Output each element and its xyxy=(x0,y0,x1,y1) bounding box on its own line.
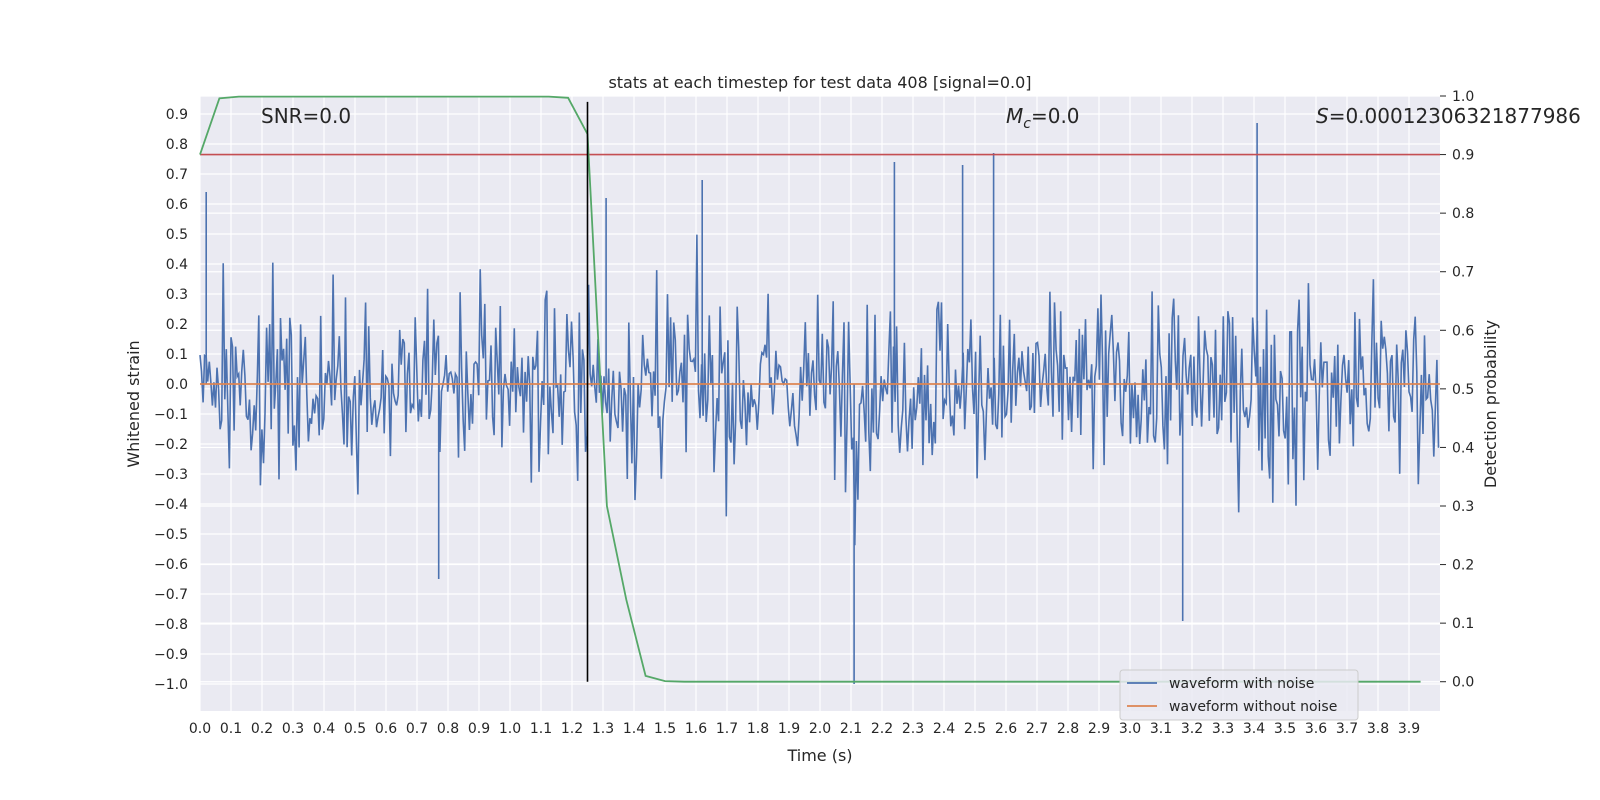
x-tick-label: 1.0 xyxy=(499,721,521,737)
legend-label-clean: waveform without noise xyxy=(1169,699,1337,715)
y-right-tick-label: 0.9 xyxy=(1452,148,1474,164)
y-left-tick-label: 0.5 xyxy=(166,227,188,243)
x-tick-label: 0.0 xyxy=(189,721,211,737)
chirp-mass-subscript: c xyxy=(1023,116,1031,132)
y-left-tick-label: −0.3 xyxy=(154,467,188,483)
s-value: =0.00012306321877986 xyxy=(1329,104,1581,128)
series-waveform-with-noise xyxy=(199,123,1440,684)
chart-title: stats at each timestep for test data 408… xyxy=(608,73,1031,92)
y-right-tick-label: 0.0 xyxy=(1452,675,1474,691)
chirp-mass-annotation: Mc=0.0 xyxy=(1006,104,1080,132)
x-tick-label: 0.2 xyxy=(251,721,273,737)
legend-box xyxy=(1119,669,1359,721)
y-right-tick-label: 0.8 xyxy=(1452,206,1474,222)
x-tick-label: 3.5 xyxy=(1274,721,1296,737)
x-tick-label: 1.2 xyxy=(561,721,583,737)
y-left-tick-label: 0.2 xyxy=(166,317,188,333)
x-tick-label: 1.9 xyxy=(778,721,800,737)
x-tick-label: 2.8 xyxy=(1057,721,1079,737)
x-tick-label: 3.2 xyxy=(1181,721,1203,737)
y-right-tick-label: 1.0 xyxy=(1452,89,1474,105)
grid xyxy=(199,95,1440,711)
x-tick-label: 2.4 xyxy=(933,721,955,737)
x-axis-label: Time (s) xyxy=(786,746,852,765)
x-tick-label: 1.4 xyxy=(623,721,645,737)
y-axis-right-ticks: 1.0 0.9 0.8 0.7 0.6 0.5 0.4 0.3 0.2 0.1 0.0 xyxy=(1440,89,1474,691)
y-left-tick-label: −0.8 xyxy=(154,617,188,633)
y-right-tick-label: 0.1 xyxy=(1452,616,1474,632)
y-right-tick-label: 0.7 xyxy=(1452,265,1474,281)
legend-label-noise: waveform with noise xyxy=(1169,676,1314,692)
x-tick-label: 1.8 xyxy=(747,721,769,737)
x-tick-label: 3.1 xyxy=(1150,721,1172,737)
y-left-tick-label: 0.9 xyxy=(166,107,188,123)
y-left-tick-label: 0.1 xyxy=(166,347,188,363)
x-tick-label: 3.9 xyxy=(1398,721,1420,737)
x-tick-label: 1.5 xyxy=(654,721,676,737)
x-tick-label: 1.1 xyxy=(530,721,552,737)
x-tick-label: 3.0 xyxy=(1119,721,1141,737)
y-axis-right-label: Detection probability xyxy=(1481,320,1500,488)
y-left-tick-label: −0.6 xyxy=(154,557,188,573)
x-tick-label: 1.7 xyxy=(716,721,738,737)
y-axis-left-label: Whitened strain xyxy=(124,340,143,467)
x-tick-label: 0.7 xyxy=(406,721,428,737)
y-left-tick-label: −0.1 xyxy=(154,407,188,423)
x-tick-label: 0.8 xyxy=(437,721,459,737)
y-left-tick-label: 0.4 xyxy=(166,257,188,273)
x-tick-label: 3.6 xyxy=(1305,721,1327,737)
y-axis-left-ticks: 0.9 0.8 0.7 0.6 0.5 0.4 0.3 0.2 0.1 0.0 −0.1 −0.2 −0… xyxy=(154,107,188,693)
chirp-mass-symbol: M xyxy=(1006,104,1023,128)
x-tick-label: 1.3 xyxy=(592,721,614,737)
x-tick-label: 3.4 xyxy=(1243,721,1265,737)
snr-annotation: SNR=0.0 xyxy=(261,104,351,128)
y-left-tick-label: −0.5 xyxy=(154,527,188,543)
y-left-tick-label: −0.7 xyxy=(154,587,188,603)
y-right-tick-label: 0.6 xyxy=(1452,323,1474,339)
x-tick-label: 2.7 xyxy=(1026,721,1048,737)
x-axis-ticks: 0.0 0.1 0.2 0.3 0.4 0.5 0.6 0.7 0.8 0.9 1.0 1.1 1.2 1… xyxy=(189,721,1420,737)
x-tick-label: 2.3 xyxy=(902,721,924,737)
y-right-tick-label: 0.2 xyxy=(1452,558,1474,574)
x-tick-label: 2.1 xyxy=(840,721,862,737)
waveform-with-noise-line xyxy=(199,123,1440,684)
y-left-tick-label: −1.0 xyxy=(154,677,188,693)
y-left-tick-label: 0.6 xyxy=(166,197,188,213)
x-tick-label: 0.9 xyxy=(468,721,490,737)
y-left-tick-label: 0.0 xyxy=(166,377,188,393)
legend: waveform with noise waveform without noi… xyxy=(1119,669,1359,721)
x-tick-label: 2.2 xyxy=(871,721,893,737)
x-tick-label: 0.6 xyxy=(375,721,397,737)
x-tick-label: 0.1 xyxy=(220,721,242,737)
x-tick-label: 3.7 xyxy=(1336,721,1358,737)
x-tick-label: 0.3 xyxy=(282,721,304,737)
x-tick-label: 3.8 xyxy=(1367,721,1389,737)
y-left-tick-label: −0.9 xyxy=(154,647,188,663)
x-tick-label: 1.6 xyxy=(685,721,707,737)
x-tick-label: 2.6 xyxy=(995,721,1017,737)
y-left-tick-label: 0.8 xyxy=(166,137,188,153)
y-left-tick-label: 0.7 xyxy=(166,167,188,183)
y-left-tick-label: 0.3 xyxy=(166,287,188,303)
y-left-tick-label: −0.4 xyxy=(154,497,188,513)
y-left-tick-label: −0.2 xyxy=(154,437,188,453)
x-tick-label: 3.3 xyxy=(1212,721,1234,737)
x-tick-label: 2.9 xyxy=(1088,721,1110,737)
x-tick-label: 0.4 xyxy=(313,721,335,737)
x-tick-label: 0.5 xyxy=(344,721,366,737)
y-right-tick-label: 0.4 xyxy=(1452,440,1474,456)
s-annotation: S=0.00012306321877986 xyxy=(1316,104,1581,128)
y-right-tick-label: 0.3 xyxy=(1452,499,1474,515)
x-tick-label: 2.0 xyxy=(809,721,831,737)
chirp-mass-value: =0.0 xyxy=(1031,104,1080,128)
x-tick-label: 2.5 xyxy=(964,721,986,737)
y-right-tick-label: 0.5 xyxy=(1452,382,1474,398)
s-symbol: S xyxy=(1316,104,1329,128)
